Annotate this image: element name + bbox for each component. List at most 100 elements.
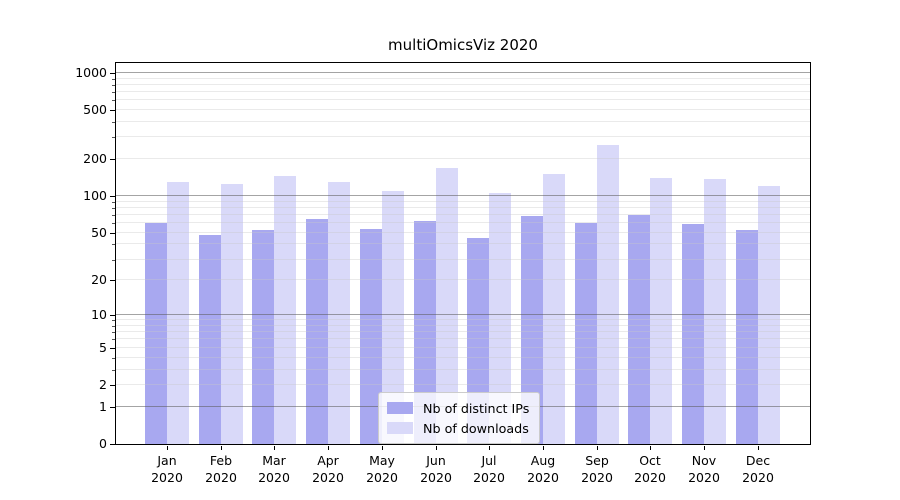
gridline-minor: [116, 158, 810, 159]
gridline-minor: [116, 222, 810, 223]
bar-distinct-ips: [521, 216, 543, 444]
bar-downloads: [274, 176, 296, 444]
x-tick-month: Oct: [639, 453, 661, 468]
x-tick-month: Feb: [209, 453, 233, 468]
gridline-minor: [116, 91, 810, 92]
gridline-minor: [116, 201, 810, 202]
gridline-major: [116, 72, 810, 73]
bar-downloads: [597, 145, 619, 444]
legend-item: Nb of downloads: [387, 418, 529, 438]
x-tick: [167, 446, 168, 450]
gridline-minor: [116, 136, 810, 137]
y-minor-tick: [112, 202, 115, 203]
gridline-minor: [116, 357, 810, 358]
y-tick-label: 50: [91, 225, 107, 240]
bar-downloads: [436, 168, 458, 444]
bar-downloads: [382, 191, 404, 444]
x-tick-label: Jul 2020: [461, 453, 517, 486]
y-tick: [110, 348, 115, 349]
x-tick-year: 2020: [366, 469, 398, 485]
y-tick-label: 1: [99, 399, 107, 414]
x-tick: [274, 446, 275, 450]
legend-label-downloads: Nb of downloads: [423, 420, 529, 436]
gridline-minor: [116, 121, 810, 122]
x-tick-month: May: [369, 453, 395, 468]
y-minor-tick: [112, 370, 115, 371]
y-minor-tick: [112, 223, 115, 224]
y-tick: [110, 73, 115, 74]
x-tick: [328, 446, 329, 450]
y-tick-label: 1000: [75, 65, 107, 80]
y-minor-tick: [112, 208, 115, 209]
gridline-minor: [116, 384, 810, 385]
x-tick-label: Dec 2020: [730, 453, 786, 486]
x-tick-label: Nov 2020: [676, 453, 732, 486]
x-tick-month: Jan: [157, 453, 177, 468]
x-tick-year: 2020: [527, 469, 559, 485]
plot-area: [115, 62, 811, 445]
x-tick: [597, 446, 598, 450]
y-minor-tick: [112, 122, 115, 123]
y-tick: [110, 196, 115, 197]
x-tick-month: Apr: [317, 453, 339, 468]
y-minor-tick: [112, 332, 115, 333]
y-minor-tick: [112, 244, 115, 245]
y-minor-tick: [112, 339, 115, 340]
y-tick: [110, 233, 115, 234]
gridline-major: [116, 314, 810, 315]
bar-downloads: [704, 179, 726, 444]
x-tick: [221, 446, 222, 450]
bar-distinct-ips: [306, 219, 328, 444]
x-tick-label: Apr 2020: [300, 453, 356, 486]
bar-distinct-ips: [145, 223, 167, 444]
x-tick-month: Nov: [691, 453, 717, 468]
bar-distinct-ips: [628, 215, 650, 444]
x-tick-label: May 2020: [354, 453, 410, 486]
x-tick-year: 2020: [742, 469, 774, 485]
y-minor-tick: [112, 320, 115, 321]
legend-swatch-distinct-ips: [387, 402, 413, 414]
bar-downloads: [650, 178, 672, 444]
x-tick-label: Mar 2020: [246, 453, 302, 486]
gridline-minor: [116, 232, 810, 233]
y-tick: [110, 315, 115, 316]
y-tick-label: 20: [91, 272, 107, 287]
bar-downloads: [489, 193, 511, 444]
y-tick-label: 0: [99, 436, 107, 451]
gridline-minor: [116, 325, 810, 326]
x-tick-month: Sep: [585, 453, 609, 468]
y-minor-tick: [112, 358, 115, 359]
gridline-minor: [116, 84, 810, 85]
x-tick-year: 2020: [473, 469, 505, 485]
y-tick: [110, 110, 115, 111]
bar-downloads: [167, 182, 189, 444]
x-tick-month: Jul: [481, 453, 497, 468]
x-tick-year: 2020: [151, 469, 183, 485]
gridline-minor: [116, 109, 810, 110]
y-tick: [110, 385, 115, 386]
bar-downloads: [758, 186, 780, 444]
x-tick: [382, 446, 383, 450]
chart-title: multiOmicsViz 2020: [388, 36, 538, 54]
x-tick-label: Feb 2020: [193, 453, 249, 486]
x-tick-year: 2020: [634, 469, 666, 485]
x-tick-label: Jun 2020: [408, 453, 464, 486]
bar-distinct-ips: [252, 230, 274, 444]
x-tick: [489, 446, 490, 450]
gridline-minor: [116, 214, 810, 215]
x-tick-month: Dec: [745, 453, 771, 468]
y-tick-label: 500: [83, 102, 107, 117]
gridline-minor: [116, 243, 810, 244]
x-tick: [704, 446, 705, 450]
y-minor-tick: [112, 100, 115, 101]
x-tick-month: Mar: [262, 453, 286, 468]
x-tick-year: 2020: [581, 469, 613, 485]
bar-distinct-ips: [682, 224, 704, 444]
y-minor-tick: [112, 215, 115, 216]
y-tick-label: 100: [83, 188, 107, 203]
y-tick: [110, 407, 115, 408]
bar-distinct-ips: [360, 229, 382, 444]
x-tick: [650, 446, 651, 450]
x-tick-year: 2020: [258, 469, 290, 485]
x-tick: [758, 446, 759, 450]
